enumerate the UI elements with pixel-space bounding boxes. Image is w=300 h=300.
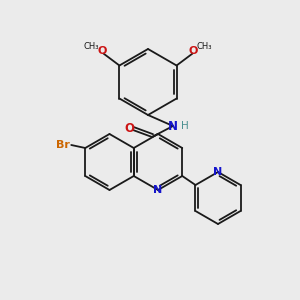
Text: CH₃: CH₃ bbox=[197, 42, 212, 51]
Text: O: O bbox=[98, 46, 107, 56]
Text: N: N bbox=[153, 185, 163, 195]
Text: N: N bbox=[168, 119, 178, 133]
Text: O: O bbox=[189, 46, 198, 56]
Text: O: O bbox=[124, 122, 134, 136]
Text: CH₃: CH₃ bbox=[84, 42, 99, 51]
Text: H: H bbox=[181, 121, 189, 131]
Text: Br: Br bbox=[56, 140, 70, 150]
Text: N: N bbox=[213, 167, 223, 177]
